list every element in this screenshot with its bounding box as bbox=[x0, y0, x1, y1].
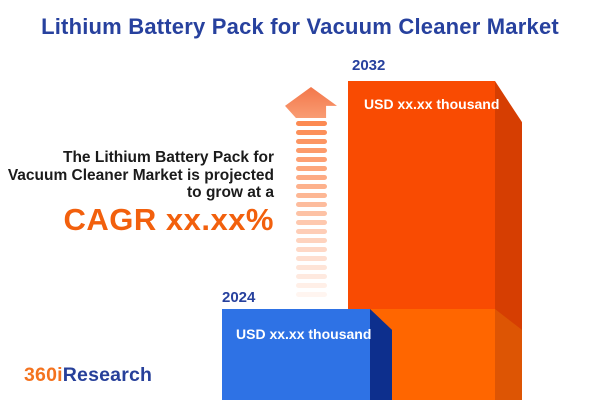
arrow-stripe bbox=[296, 220, 327, 225]
bar-2024-side-face bbox=[370, 309, 392, 400]
arrow-stripe bbox=[296, 148, 327, 153]
bar-2032-value-label: USD xx.xx thousand bbox=[364, 96, 500, 112]
arrow-stripe bbox=[296, 121, 327, 126]
arrow-stripe bbox=[296, 139, 327, 144]
intro-line-1: The Lithium Battery Pack for bbox=[62, 149, 274, 166]
page-title: Lithium Battery Pack for Vacuum Cleaner … bbox=[41, 14, 559, 39]
arrow-stripe bbox=[296, 184, 327, 189]
bar-2024-value-label: USD xx.xx thousand bbox=[236, 326, 372, 342]
arrow-stripe bbox=[296, 193, 327, 198]
bar-2024-front-face bbox=[222, 309, 370, 400]
arrow-stripe bbox=[296, 265, 327, 270]
arrow-stripe bbox=[296, 157, 327, 162]
arrow-stripe bbox=[296, 229, 327, 234]
brand-logo: 360iResearch bbox=[24, 364, 152, 387]
bar-2024-year-label: 2024 bbox=[222, 289, 256, 306]
arrow-stripe bbox=[296, 202, 327, 207]
cagr-value: CAGR xx.xx% bbox=[63, 202, 274, 237]
logo-prefix: 360i bbox=[24, 364, 63, 386]
arrow-stripe bbox=[296, 274, 327, 279]
intro-text: The Lithium Battery Pack for Vacuum Clea… bbox=[8, 149, 274, 202]
arrow-stripe bbox=[296, 175, 327, 180]
up-arrow-icon bbox=[285, 87, 337, 118]
logo-suffix: Research bbox=[62, 364, 153, 386]
bar-2032-year-label: 2032 bbox=[352, 57, 386, 74]
arrow-stripe bbox=[296, 238, 327, 243]
intro-line-3: to grow at a bbox=[187, 184, 274, 201]
arrow-stripe bbox=[296, 292, 327, 297]
arrow-stripe bbox=[296, 130, 327, 135]
arrow-stripes bbox=[296, 121, 327, 301]
intro-line-2: Vacuum Cleaner Market is projected bbox=[7, 166, 274, 184]
arrow-stripe bbox=[296, 247, 327, 252]
arrow-stripe bbox=[296, 256, 327, 261]
arrow-stripe bbox=[296, 211, 327, 216]
arrow-stripe bbox=[296, 166, 327, 171]
arrow-stripe bbox=[296, 283, 327, 288]
